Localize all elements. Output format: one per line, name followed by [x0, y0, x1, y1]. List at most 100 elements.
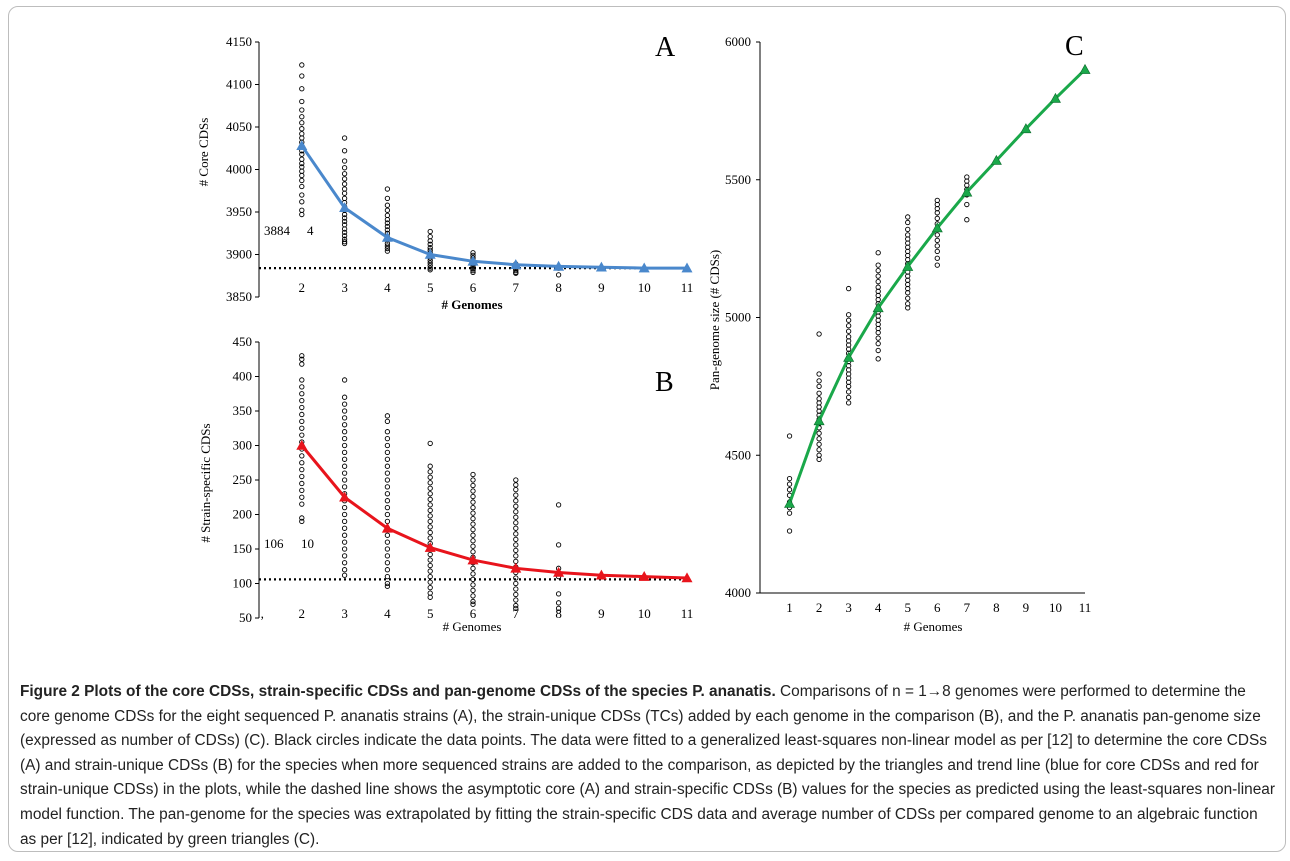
panel-b-ytick-label: 100: [233, 576, 253, 591]
panel-c-data-point: [905, 219, 911, 226]
panel-c-fit-triangle: [990, 154, 1002, 165]
panel-b-data-point: [513, 492, 519, 498]
panel-b-data-point: [513, 591, 519, 598]
panel-b-data-point: [341, 377, 348, 383]
panel-c-fit-triangle: [931, 222, 943, 233]
panel-b-data-point: [341, 532, 348, 538]
panel-b-data-point: [384, 463, 391, 469]
panel-c-xtick-label: 9: [1023, 600, 1030, 615]
panel-a-xtick-label: 9: [598, 280, 605, 295]
panel-b-data-point: [427, 562, 433, 569]
panel-c-data-point: [786, 481, 793, 487]
panel-b-data-point: [384, 429, 391, 435]
panel-a-data-point: [299, 86, 305, 92]
panel-c-fit-triangle: [784, 497, 796, 508]
panel-a-data-point: [299, 131, 305, 137]
panel-a-fit-triangle: [510, 259, 522, 270]
panel-c-data-point: [845, 323, 852, 329]
panel-b-data-point: [555, 605, 562, 611]
panel-b-data-point: [427, 551, 433, 558]
panel-c-ytick-label: 4000: [725, 585, 751, 600]
panel-b-data-point: [427, 594, 433, 600]
panel-b-data-point: [341, 539, 348, 545]
panel-b-xtick-label: 5: [427, 606, 434, 621]
panel-a-data-point: [341, 195, 348, 202]
panel-b-data-point: [470, 565, 476, 571]
panel-b-data-point: [384, 456, 391, 462]
panel-c-data-point: [875, 341, 881, 347]
panel-a-data-point: [384, 195, 391, 202]
panel-b-data-point: [341, 470, 348, 476]
panel-c-data-point: [934, 255, 940, 261]
panel-a-data-point: [470, 267, 476, 274]
panel-c-data-point: [845, 389, 852, 395]
panel-b-data-point: [299, 460, 305, 466]
panel-b-data-point: [384, 413, 391, 419]
panel-c-data-point: [786, 510, 793, 516]
panel-c-xtick-label: 4: [875, 600, 882, 615]
panel-b-data-point: [384, 470, 391, 476]
panel-c-data-point: [786, 476, 793, 482]
panel-c-fit-triangle: [843, 351, 855, 362]
panel-b-ytick-label: 400: [233, 369, 253, 384]
panel-a-ytick-label: 4050: [226, 119, 252, 134]
panel-a-fit-triangle: [339, 202, 351, 213]
panel-b-ylabel: # Strain-specific CDSs: [198, 423, 213, 542]
panel-a-data-point: [299, 199, 305, 205]
panel-a-data-point: [299, 114, 305, 120]
panel-c-data-point: [875, 279, 881, 285]
panel-c-fit-triangle: [1079, 63, 1091, 74]
panel-b-data-point: [470, 571, 476, 577]
panel-c-ytick-label: 6000: [725, 34, 751, 49]
panel-c-data-point: [845, 394, 852, 401]
panel-a-fit-triangle: [424, 248, 436, 259]
panel-c-data-point: [845, 312, 852, 318]
panel-a-data-point: [299, 120, 305, 126]
panel-a-data-point: [384, 248, 391, 254]
panel-b-data-point: [299, 515, 305, 521]
panel-b-ytick-label: 450: [233, 334, 253, 349]
panel-b-data-point: [299, 466, 305, 473]
panel-a-data-point: [384, 223, 391, 230]
panel-a-core-cds-plot: A # Genomes # Core CDSs 3884 4 3850 3900 3…: [196, 32, 693, 312]
panel-b-data-point: [341, 504, 348, 511]
panel-b-data-point: [470, 538, 476, 544]
panel-b-xtick-label: 2: [299, 606, 306, 621]
panel-b-data-point: [299, 397, 305, 404]
panel-a-ytick-label: 4100: [226, 77, 252, 92]
panel-c-data-point: [816, 441, 822, 447]
panel-c-data-point: [905, 295, 911, 301]
panel-b-data-point: [470, 499, 476, 505]
panel-b-data-point: [299, 480, 305, 487]
caption-title: Figure 2 Plots of the core CDSs, strain-…: [20, 683, 776, 700]
panel-b-xtick-label: 8: [555, 606, 562, 621]
panel-b-data-point: [341, 456, 348, 462]
panel-b-data-point: [384, 546, 391, 552]
panel-c-xtick-label: 8: [993, 600, 1000, 615]
panel-c-data-point: [964, 217, 970, 223]
panel-b-data-point: [513, 509, 519, 515]
panel-b-strain-specific-plot: B # Genomes # Strain-specific CDSs 106 1…: [198, 334, 693, 634]
panel-b-data-point: [341, 525, 348, 531]
panel-c-data-point: [786, 528, 793, 534]
panel-a-data-point: [341, 176, 348, 182]
panel-a-ytick-label: 3850: [226, 289, 252, 304]
panel-a-data-point: [384, 220, 391, 226]
panel-c-xtick-label: 6: [934, 600, 941, 615]
panel-a-xtick-label: 3: [341, 280, 348, 295]
panel-a-data-point: [341, 165, 348, 171]
panel-c-xtick-label: 7: [964, 600, 971, 615]
panel-b-data-point: [341, 553, 348, 559]
panel-b-data-point: [470, 587, 476, 594]
panel-a-data-point: [427, 267, 433, 273]
panel-b-data-point: [513, 586, 519, 592]
panel-b-data-point: [384, 498, 391, 504]
panel-b-data-point: [341, 415, 348, 421]
panel-b-data-point: [427, 491, 433, 497]
panel-b-data-point: [513, 575, 519, 581]
panel-b-xtick-label: 4: [384, 606, 391, 621]
panel-a-data-point: [341, 158, 348, 164]
panel-a-data-point: [470, 250, 476, 256]
panel-a-data-point: [341, 229, 348, 236]
panel-b-data-point: [470, 493, 476, 500]
